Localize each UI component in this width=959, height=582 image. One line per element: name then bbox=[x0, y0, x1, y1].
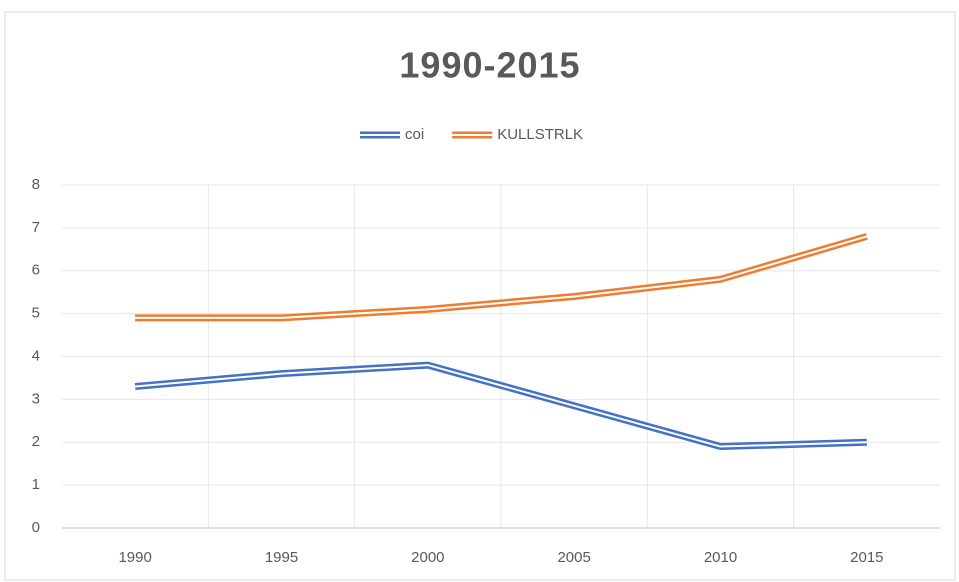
line-inner bbox=[135, 235, 868, 319]
x-tick-label: 2015 bbox=[850, 549, 883, 566]
y-tick-label: 4 bbox=[32, 347, 40, 364]
y-tick-label: 7 bbox=[32, 219, 40, 236]
chart-title: 1990-2015 bbox=[399, 45, 580, 86]
y-tick-label: 0 bbox=[32, 519, 40, 536]
chart-frame bbox=[4, 11, 956, 581]
y-tick-label: 6 bbox=[32, 262, 40, 279]
line-inner bbox=[135, 364, 867, 448]
legend-label: coi bbox=[405, 126, 424, 143]
x-tick-label: 2010 bbox=[704, 549, 737, 566]
x-tick-label: 2000 bbox=[411, 549, 444, 566]
y-tick-label: 3 bbox=[32, 390, 40, 407]
y-tick-label: 5 bbox=[32, 305, 40, 322]
legend-label: KULLSTRLK bbox=[497, 126, 583, 143]
x-tick-label: 1990 bbox=[118, 549, 151, 566]
y-tick-label: 8 bbox=[32, 176, 40, 193]
x-tick-label: 1995 bbox=[265, 549, 298, 566]
y-tick-label: 1 bbox=[32, 476, 40, 493]
x-tick-label: 2005 bbox=[557, 549, 590, 566]
y-tick-label: 2 bbox=[32, 433, 40, 450]
